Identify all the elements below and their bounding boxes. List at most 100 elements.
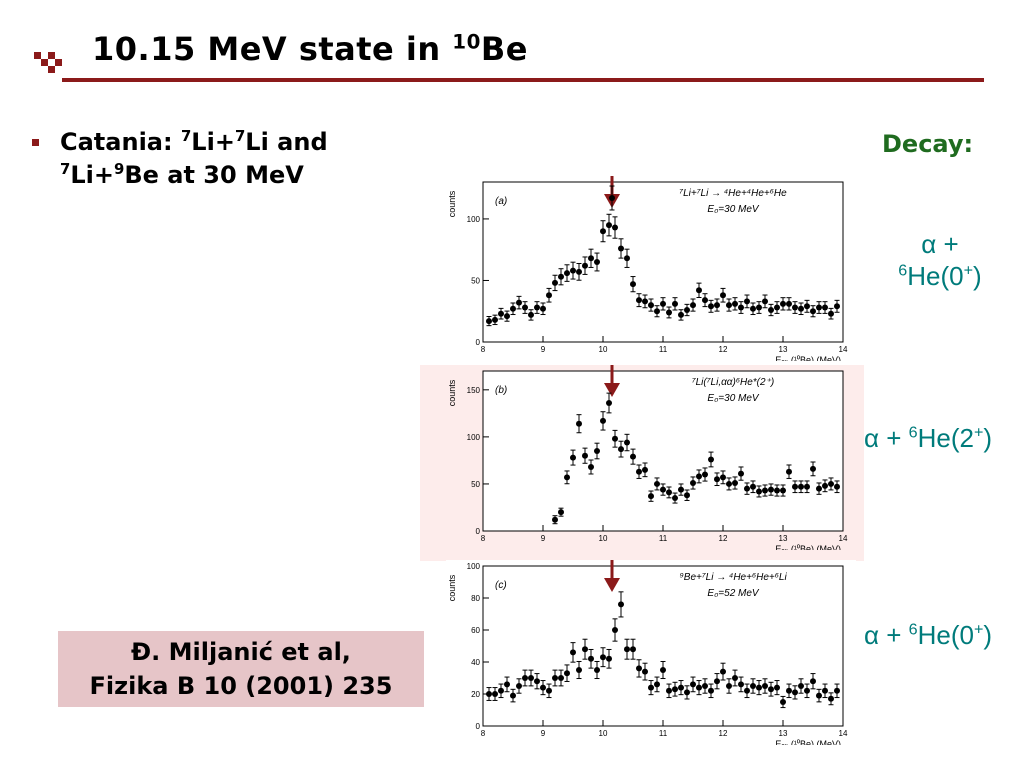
data-point [702, 297, 708, 304]
x-tick-label: 9 [541, 729, 546, 738]
reference-box [58, 631, 424, 707]
data-point [804, 687, 810, 694]
data-point [606, 655, 612, 662]
data-point [600, 654, 606, 661]
y-tick-label: 150 [467, 386, 481, 395]
y-tick-label: 50 [471, 276, 480, 285]
data-point [606, 222, 612, 229]
data-point [780, 300, 786, 307]
y-tick-label: 100 [467, 433, 481, 442]
data-point [672, 686, 678, 693]
data-point [702, 683, 708, 689]
data-point [594, 448, 600, 454]
data-point [786, 687, 792, 694]
spectrum-panel-c: 8 9 10 11 12 13 14 0 20 40 60 80 100 counts Eₑₓ꜀(¹⁰Be)… [446, 560, 856, 749]
data-point [792, 689, 798, 696]
data-point [756, 488, 762, 495]
data-point [540, 305, 546, 312]
data-point [702, 471, 708, 478]
data-point [780, 699, 786, 705]
data-point [666, 489, 672, 496]
data-point [612, 627, 618, 633]
data-point [726, 480, 732, 487]
data-point [558, 273, 564, 280]
data-point [786, 468, 792, 475]
x-tick-label: 13 [779, 345, 788, 354]
reference-text: Đ. Miljanić et al, Fizika B 10 (2001) 23… [58, 635, 424, 703]
data-point [696, 684, 702, 691]
data-point [510, 305, 516, 312]
decay-part: α + [864, 423, 909, 453]
data-point [762, 298, 768, 305]
data-point [834, 303, 840, 310]
x-tick-label: 11 [659, 345, 668, 354]
data-point [726, 683, 732, 689]
data-point [804, 303, 810, 310]
data-point [648, 493, 654, 500]
data-point [738, 470, 744, 477]
x-tick-label: 11 [659, 729, 668, 738]
data-point [486, 318, 492, 325]
x-tick-label: 10 [599, 534, 608, 543]
reaction-label: ⁷Li+⁷Li → ⁴He+⁴He+⁶He [679, 188, 787, 199]
data-point [600, 417, 606, 424]
x-tick-label: 12 [719, 345, 728, 354]
data-point [696, 473, 702, 480]
data-point [630, 646, 636, 653]
data-point [822, 304, 828, 311]
x-tick-label: 13 [779, 729, 788, 738]
data-point [594, 259, 600, 265]
data-point [738, 681, 744, 688]
data-point [660, 486, 666, 493]
x-tick-label: 13 [779, 534, 788, 543]
data-point [618, 601, 624, 608]
data-point [564, 474, 570, 481]
data-point [744, 687, 750, 694]
data-point [816, 304, 822, 311]
y-tick-label: 50 [471, 480, 480, 489]
decay-part: α + [921, 229, 959, 259]
x-tick-label: 14 [839, 729, 848, 738]
data-point [768, 486, 774, 493]
logo-square-3 [41, 59, 48, 66]
data-point [624, 439, 630, 446]
decay-channel-1: α + 6He(0+) [860, 228, 1020, 292]
decay-sup: 6 [908, 620, 918, 639]
y-tick-label: 0 [476, 527, 481, 536]
panel-label: (a) [495, 196, 507, 207]
x-axis-label: Eₑₓ꜀(¹⁰Be) (MeV) [775, 544, 841, 550]
reference-line-2: Fizika B 10 (2001) 235 [89, 672, 393, 700]
y-tick-label: 20 [471, 690, 480, 699]
x-tick-label: 10 [599, 345, 608, 354]
y-axis-label: counts [447, 379, 457, 406]
data-point [636, 468, 642, 475]
data-point [744, 485, 750, 492]
spectrum-chart-a: 8 9 10 11 12 13 14 0 50 100 counts Eₑₓ꜀(¹⁰Be) (MeV)… [447, 176, 848, 365]
x-tick-label: 10 [599, 729, 608, 738]
data-point [822, 687, 828, 694]
data-point [792, 304, 798, 311]
data-point [534, 304, 540, 311]
data-point [510, 692, 516, 699]
data-point [714, 302, 720, 309]
title-underline [62, 78, 984, 82]
x-tick-label: 9 [541, 534, 546, 543]
y-axis-label: counts [447, 574, 457, 601]
intro-part: Catania: [60, 128, 181, 156]
data-point [708, 687, 714, 694]
data-point [732, 480, 738, 486]
data-point [828, 310, 834, 317]
data-point [756, 684, 762, 691]
y-tick-label: 0 [476, 338, 481, 347]
data-point [516, 299, 522, 306]
data-point [588, 464, 594, 470]
data-point [762, 683, 768, 689]
data-point [522, 675, 528, 681]
data-point [582, 452, 588, 459]
data-point [576, 268, 582, 275]
data-point [516, 683, 522, 689]
x-axis-label: Eₑₓ꜀(¹⁰Be) (MeV) [775, 355, 841, 361]
data-point [678, 684, 684, 691]
data-point [798, 683, 804, 689]
title-text: 10.15 MeV state in [92, 30, 453, 68]
